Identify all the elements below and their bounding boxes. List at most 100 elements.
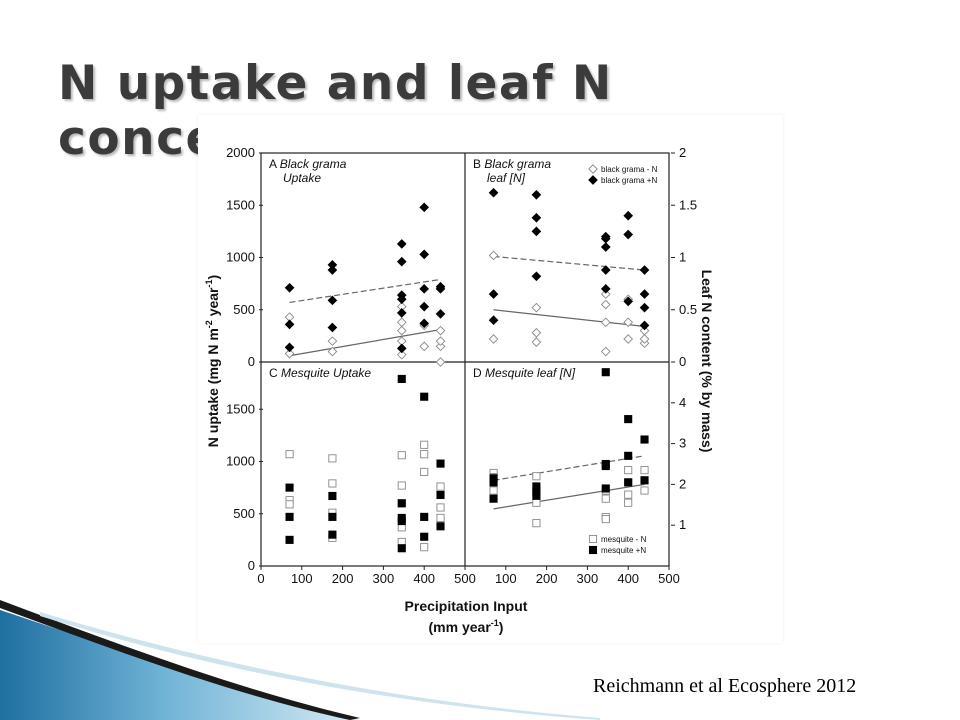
panel-B-point [600,317,611,328]
chart-ticks: 0 100 200 300 400 500 100 200 300 400 500050010001… [226,145,697,586]
panel-A-point [435,309,446,319]
panel-C-point [397,374,406,383]
panel-D-legend-marker [588,534,598,544]
y-axis-title-right: Leaf N content (% by mass) [699,270,715,453]
panel-D-point [489,486,498,495]
figure-panel: 0 100 200 300 400 500 100 200 300 400 500 0 500 1000 1… [198,115,783,643]
panel-A-point [396,290,407,300]
y-left-top-label: 2000 [226,145,255,160]
panel-A-point [419,318,430,329]
panel-B-point [600,299,611,310]
panel-A-point [435,357,446,367]
panel-B-point [488,289,499,299]
panel-B-legend-label: black grama +N [601,176,657,185]
panel-D-legend-marker [588,545,598,555]
panel-A-point [327,259,338,270]
panel-A-point [396,343,407,354]
panel-D-point [624,466,633,475]
panel-C-point [420,467,429,477]
panel-A-point [396,349,407,360]
panel-B-point [600,289,611,299]
panel-D-point [640,466,649,475]
panel-A-point [396,256,407,267]
panel-B-point [488,250,499,261]
panel-D-point [640,476,649,485]
panel-D-point [601,484,610,493]
corner-swoosh-decoration [0,600,600,720]
panel-C-point [436,513,445,522]
y-axis-title-left: N uptake (mg N m-2 year-1) [204,275,221,447]
x-tick-label: 200 [332,571,354,586]
panel-D-point [624,478,633,487]
panel-D-point [489,478,498,487]
panel-C-title: C Mesquite Uptake [269,366,371,380]
panel-A-point [419,301,430,312]
panel-A-point [419,341,430,352]
panel-A-point [327,265,338,275]
panel-B-point [531,212,542,223]
panel-D-fit-dashed [493,455,645,481]
panel-B-legend-marker [588,175,598,185]
panel-D-point [640,486,649,495]
panel-D-fit-solid [493,483,645,510]
panel-C-point [328,479,337,488]
panel-B-point [623,229,634,240]
panel-D-point [601,515,610,524]
panel-C-point [436,482,445,491]
x-tick-label: 300 [373,571,395,586]
panel-D-legend-label: mesquite - N [601,535,647,544]
panel-B-point [639,334,650,344]
panel-D-legend-label: mesquite +N [601,546,646,555]
panel-B-point [531,271,542,282]
panel-B-fit-solid [493,309,645,328]
panel-A-point [396,317,407,328]
x-tick-label: 500 [658,571,680,586]
y-left-top-label: 500 [233,302,255,317]
panel-B-legend-label: black grama - N [601,165,658,174]
x-axis-title-line2: (mm year-1) [429,618,504,635]
panel-A-point [327,346,338,357]
panel-B-point [600,265,611,275]
y-right-bottom-label: 4 [679,395,686,410]
panel-A-point [435,336,446,346]
panel-C-point [397,481,406,490]
panel-D-point [601,368,610,377]
panel-C-point [436,522,445,531]
y-right-bottom-label: 3 [679,436,686,451]
citation-text: Reichmann et al Ecosphere 2012 [593,675,857,697]
panel-A-fit-solid [289,329,441,357]
panel-D-point [624,451,633,460]
panel-A-title: A Black grama [269,157,347,171]
panel-B-point [488,187,499,198]
panel-C-point [420,532,429,541]
panel-B-point [639,265,650,275]
y-left-bottom-label: 0 [248,558,255,573]
panel-A-point [327,336,338,346]
x-tick-label: 500 [454,571,476,586]
panel-A-point [396,239,407,249]
panel-C-point [285,512,294,521]
panel-A-point [284,282,295,293]
panel-D-point [640,435,649,444]
panel-B-point [600,284,611,294]
y-left-bottom-label: 1500 [226,401,255,416]
panel-C-point [420,440,429,449]
panel-D-point [601,461,610,471]
panel-C-point [285,535,294,544]
panel-A-point [435,325,446,336]
panel-C-point [328,512,337,521]
panel-C-point [436,503,445,512]
panel-A-subtitle: Uptake [283,171,321,185]
panel-B-point [531,302,542,313]
panel-C-point [420,450,429,459]
panel-B-point [488,334,499,344]
panel-B-point [623,334,634,344]
y-right-bottom-label: 1 [679,517,686,532]
panel-A-point [396,308,407,318]
panel-A-point [419,202,430,213]
y-right-bottom-label: 2 [679,476,686,491]
panel-D-title: D Mesquite leaf [N] [473,366,576,380]
panel-C-point [420,543,429,552]
panel-D-point [532,498,541,507]
x-tick-label: 400 [413,571,435,586]
